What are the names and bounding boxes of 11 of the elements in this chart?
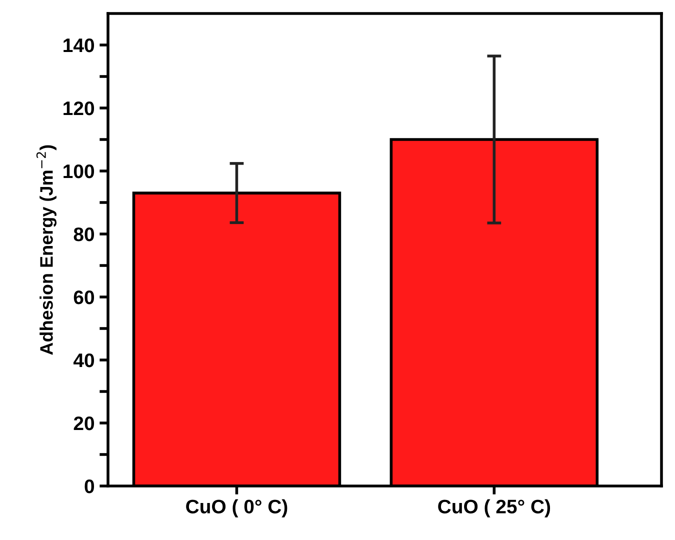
y-tick-label: 60 (74, 290, 94, 304)
y-tick-label: 100 (64, 164, 94, 178)
y-tick-label: 120 (64, 101, 94, 116)
x-tick-label: CuO ( 25° C) (438, 499, 550, 518)
y-axis-title: Adhesion Energy (Jm$^{−2}$) (36, 145, 57, 355)
y-tick-label: 20 (74, 416, 94, 430)
y-tick-label: 80 (74, 227, 94, 242)
x-tick-label: CuO ( 0° C) (186, 499, 288, 518)
y-tick-label: 40 (73, 353, 94, 368)
y-tick-label: 140 (64, 38, 94, 52)
y-tick-label: 0 (84, 479, 94, 494)
